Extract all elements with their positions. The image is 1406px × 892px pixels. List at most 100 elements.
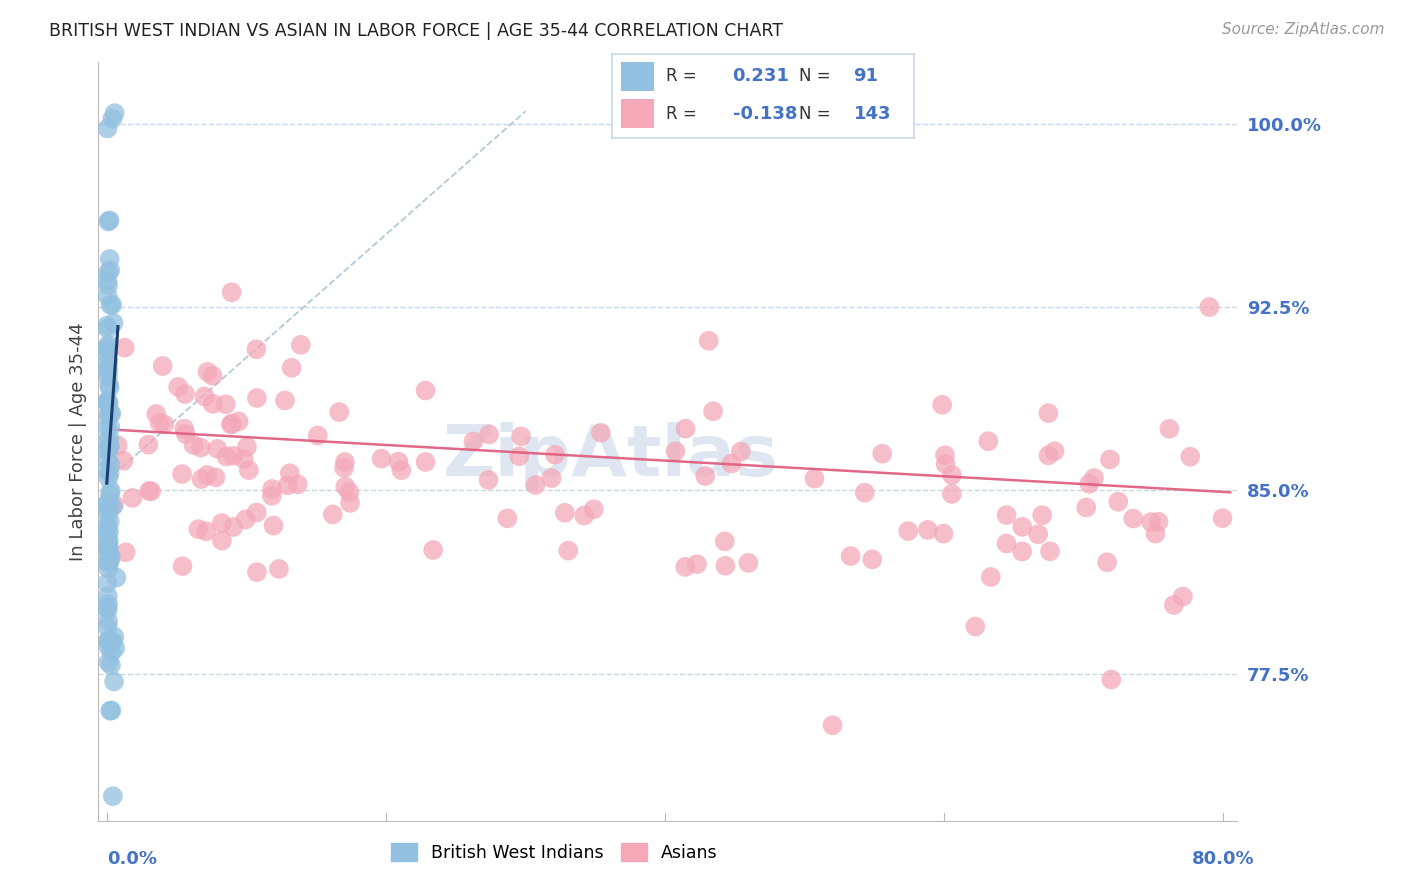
Asians [917,523,939,537]
British West Indians [97,396,120,410]
Text: -0.138: -0.138 [733,104,797,123]
Bar [620,62,654,91]
Asians [935,457,957,471]
British West Indians [96,318,118,333]
British West Indians [97,634,120,648]
British West Indians [97,393,120,408]
British West Indians [96,522,118,536]
Text: ZipAtlas: ZipAtlas [443,422,779,491]
Asians [965,619,987,633]
Asians [145,407,167,421]
Asians [197,365,219,379]
Asians [152,359,174,373]
Asians [702,404,724,418]
Asians [172,559,194,574]
Asians [422,543,444,558]
Asians [103,498,125,512]
Asians [183,438,205,452]
British West Indians [97,589,120,603]
British West Indians [98,515,121,529]
British West Indians [97,495,120,509]
Asians [173,422,195,436]
Asians [932,526,955,541]
Asians [121,491,143,505]
Asians [1159,422,1181,436]
Asians [238,463,260,477]
Asians [112,454,135,468]
Asians [333,455,356,469]
British West Indians [98,380,121,394]
British West Indians [97,561,120,575]
British West Indians [97,620,120,634]
Asians [1026,527,1049,541]
British West Indians [97,355,120,369]
Asians [995,536,1018,550]
Asians [149,416,172,430]
Asians [1038,449,1060,463]
Asians [201,368,224,383]
Asians [1039,544,1062,558]
British West Indians [97,554,120,568]
Asians [977,434,1000,449]
Asians [941,487,963,501]
Asians [478,427,501,442]
Asians [730,444,752,458]
Asians [221,417,243,431]
British West Indians [98,252,121,266]
British West Indians [98,431,121,445]
Bar [620,99,654,128]
Asians [980,570,1002,584]
British West Indians [97,540,120,554]
British West Indians [100,298,122,312]
Asians [190,441,212,455]
British West Indians [98,467,121,481]
Asians [274,393,297,408]
Asians [1011,520,1033,534]
British West Indians [97,542,120,557]
Asians [1011,544,1033,558]
Asians [1171,590,1194,604]
Asians [262,482,284,496]
Asians [215,397,238,411]
Asians [215,450,238,464]
Asians [236,440,259,454]
British West Indians [101,635,124,649]
British West Indians [98,554,121,568]
Asians [245,343,267,357]
Asians [139,484,162,499]
British West Indians [97,321,120,335]
British West Indians [105,570,128,584]
British West Indians [97,507,120,521]
British West Indians [97,442,120,456]
Asians [853,485,876,500]
Asians [221,285,243,300]
Asians [290,338,312,352]
British West Indians [97,556,120,570]
British West Indians [97,369,120,384]
Asians [510,429,533,443]
Asians [222,520,245,534]
Asians [322,508,344,522]
Asians [246,565,269,579]
Asians [1144,526,1167,541]
Asians [463,434,485,449]
Asians [695,469,717,483]
Text: 143: 143 [853,104,891,123]
British West Indians [96,600,118,615]
Asians [582,502,605,516]
Asians [246,391,269,405]
Asians [222,449,245,463]
British West Indians [104,641,127,656]
British West Indians [96,498,118,512]
British West Indians [98,487,121,501]
British West Indians [96,395,118,409]
Asians [280,360,302,375]
Asians [1095,555,1118,569]
British West Indians [97,453,120,467]
Asians [496,511,519,525]
British West Indians [98,377,121,392]
British West Indians [98,524,121,539]
Asians [934,448,956,462]
Asians [207,442,229,456]
Asians [333,460,356,475]
